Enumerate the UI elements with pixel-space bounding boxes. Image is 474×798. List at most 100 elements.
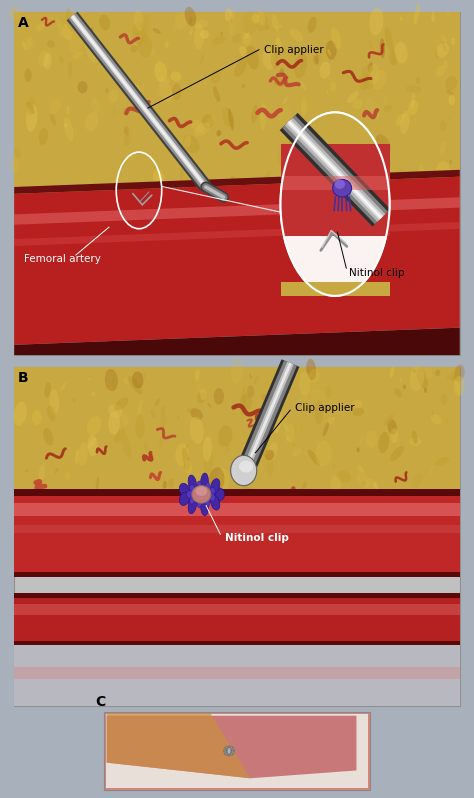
Ellipse shape <box>128 376 143 394</box>
Ellipse shape <box>207 403 211 408</box>
Ellipse shape <box>226 496 230 504</box>
Ellipse shape <box>113 108 115 116</box>
Ellipse shape <box>193 508 209 528</box>
Ellipse shape <box>228 109 234 131</box>
Ellipse shape <box>9 6 20 21</box>
Ellipse shape <box>343 134 357 155</box>
Ellipse shape <box>416 77 420 84</box>
Ellipse shape <box>213 86 220 102</box>
Ellipse shape <box>266 25 269 30</box>
Ellipse shape <box>429 465 433 475</box>
Bar <box>14 503 460 516</box>
Ellipse shape <box>187 490 193 498</box>
Ellipse shape <box>231 456 257 486</box>
Ellipse shape <box>53 494 61 516</box>
Ellipse shape <box>301 97 307 117</box>
Ellipse shape <box>204 482 210 492</box>
Ellipse shape <box>323 493 327 496</box>
Ellipse shape <box>14 148 21 158</box>
Ellipse shape <box>388 497 392 508</box>
Ellipse shape <box>200 488 212 512</box>
Ellipse shape <box>56 16 64 38</box>
Ellipse shape <box>292 444 295 446</box>
Ellipse shape <box>216 468 229 493</box>
Ellipse shape <box>413 369 417 373</box>
Ellipse shape <box>229 10 235 19</box>
Ellipse shape <box>301 401 305 409</box>
Ellipse shape <box>159 79 172 102</box>
Ellipse shape <box>242 485 251 500</box>
Ellipse shape <box>319 61 330 79</box>
Ellipse shape <box>362 481 365 486</box>
Ellipse shape <box>179 492 190 505</box>
Ellipse shape <box>409 437 421 446</box>
Ellipse shape <box>356 465 365 473</box>
Ellipse shape <box>324 164 328 172</box>
Ellipse shape <box>184 7 196 26</box>
Ellipse shape <box>275 428 279 434</box>
Ellipse shape <box>113 72 117 81</box>
Ellipse shape <box>241 394 252 410</box>
Ellipse shape <box>381 515 386 524</box>
Ellipse shape <box>310 389 326 401</box>
Ellipse shape <box>396 113 405 126</box>
Ellipse shape <box>189 28 193 35</box>
Ellipse shape <box>143 443 150 452</box>
Ellipse shape <box>195 369 200 381</box>
Ellipse shape <box>224 751 227 754</box>
Ellipse shape <box>232 34 245 43</box>
Bar <box>14 367 460 706</box>
Ellipse shape <box>288 537 294 549</box>
Ellipse shape <box>202 114 213 128</box>
Ellipse shape <box>311 152 327 176</box>
Ellipse shape <box>406 85 422 93</box>
Bar <box>104 712 370 790</box>
Ellipse shape <box>449 160 452 164</box>
Ellipse shape <box>200 389 206 401</box>
Ellipse shape <box>190 417 204 444</box>
Text: Clip applier: Clip applier <box>295 403 355 413</box>
Ellipse shape <box>433 499 443 508</box>
Ellipse shape <box>197 481 202 492</box>
Ellipse shape <box>298 174 303 183</box>
Ellipse shape <box>159 436 164 450</box>
Bar <box>14 641 460 645</box>
Ellipse shape <box>251 105 258 123</box>
Ellipse shape <box>299 371 310 396</box>
Ellipse shape <box>414 3 420 25</box>
Ellipse shape <box>261 393 271 404</box>
Ellipse shape <box>241 32 251 45</box>
Ellipse shape <box>369 39 372 48</box>
Ellipse shape <box>354 526 365 550</box>
Ellipse shape <box>395 169 407 188</box>
Ellipse shape <box>230 358 243 384</box>
Ellipse shape <box>187 407 191 413</box>
Ellipse shape <box>81 507 92 528</box>
Ellipse shape <box>232 749 235 753</box>
Ellipse shape <box>439 519 452 535</box>
Ellipse shape <box>199 488 209 513</box>
Ellipse shape <box>228 752 230 757</box>
Ellipse shape <box>299 81 306 90</box>
Ellipse shape <box>451 38 456 45</box>
Ellipse shape <box>193 20 208 29</box>
Ellipse shape <box>244 33 249 39</box>
Ellipse shape <box>214 488 225 501</box>
Ellipse shape <box>385 27 393 53</box>
Ellipse shape <box>226 752 228 756</box>
Ellipse shape <box>171 71 182 81</box>
Ellipse shape <box>25 69 32 82</box>
Ellipse shape <box>327 89 328 94</box>
Bar <box>14 12 460 194</box>
Ellipse shape <box>384 99 386 104</box>
Ellipse shape <box>308 17 317 33</box>
Ellipse shape <box>148 114 156 128</box>
Ellipse shape <box>238 536 248 549</box>
Ellipse shape <box>163 481 167 489</box>
Ellipse shape <box>273 412 282 433</box>
Ellipse shape <box>366 63 370 72</box>
Ellipse shape <box>448 510 457 518</box>
Ellipse shape <box>411 92 415 109</box>
Ellipse shape <box>230 176 240 200</box>
Ellipse shape <box>431 11 435 22</box>
